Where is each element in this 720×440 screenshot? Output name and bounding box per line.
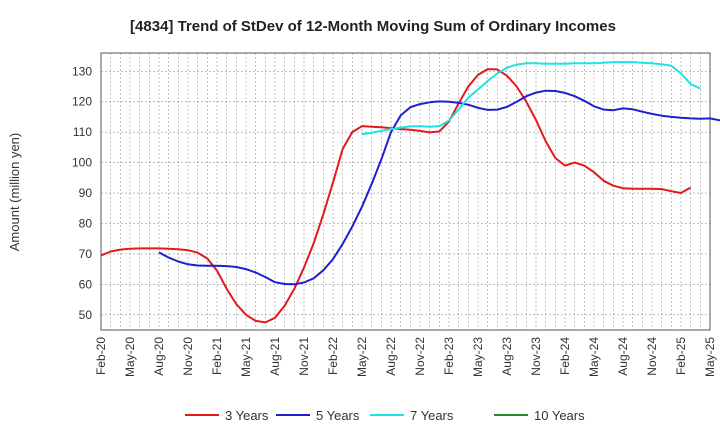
legend: 3 Years 5 Years 7 Years 10 Years: [185, 408, 585, 423]
chart-title: [4834] Trend of StDev of 12-Month Moving…: [130, 18, 616, 35]
x-tick-labels: Feb-20 May-20 Aug-20 Nov-20 Feb-21 May-21 Aug-…: [94, 337, 717, 377]
x-tick-label: Nov-20: [181, 337, 195, 376]
legend-label-7-years: 7 Years: [410, 408, 454, 423]
series-line-7-years: [361, 61, 701, 136]
y-tick-labels: 50 60 70 80 90 100 110 120 130: [72, 64, 92, 322]
y-tick-label: 90: [79, 186, 93, 200]
x-tick-label: Aug-20: [152, 337, 166, 376]
x-tick-label: May-25: [703, 337, 717, 377]
x-tick-label: Feb-24: [558, 337, 572, 375]
x-tick-label: Aug-22: [384, 337, 398, 376]
y-tick-label: 50: [79, 308, 93, 322]
y-tick-label: 70: [79, 247, 93, 261]
x-tick-label: Nov-24: [645, 337, 659, 376]
x-tick-label: May-21: [239, 337, 253, 377]
y-tick-label: 60: [79, 277, 93, 291]
plot-frame: [100, 52, 711, 331]
x-tick-label: Feb-23: [442, 337, 456, 375]
x-tick-label: May-20: [123, 337, 137, 377]
legend-label-3-years: 3 Years: [225, 408, 269, 423]
y-tick-label: 110: [73, 125, 92, 139]
x-tick-label: Aug-23: [500, 337, 514, 376]
x-tick-label: Feb-22: [326, 337, 340, 375]
legend-label-10-years: 10 Years: [534, 408, 585, 423]
x-tick-label: May-23: [471, 337, 485, 377]
x-tick-label: Aug-21: [268, 337, 282, 376]
x-tick-label: May-24: [587, 337, 601, 377]
series-line-5-years: [158, 89, 720, 286]
x-tick-label: Feb-20: [94, 337, 108, 375]
x-tick-label: Aug-24: [616, 337, 630, 376]
grid-lines: [100, 53, 711, 330]
legend-label-5-years: 5 Years: [316, 408, 360, 423]
x-tick-label: May-22: [355, 337, 369, 377]
x-tick-label: Feb-21: [210, 337, 224, 375]
x-tick-label: Nov-21: [297, 337, 311, 376]
y-tick-label: 130: [72, 64, 92, 78]
series-lines: [100, 61, 720, 324]
y-tick-label: 100: [72, 156, 92, 170]
y-tick-label: 80: [79, 216, 93, 230]
y-tick-label: 120: [72, 95, 92, 109]
x-tick-label: Feb-25: [674, 337, 688, 375]
x-tick-label: Nov-22: [413, 337, 427, 376]
x-tick-label: Nov-23: [529, 337, 543, 376]
y-axis-label: Amount (million yen): [7, 133, 22, 252]
